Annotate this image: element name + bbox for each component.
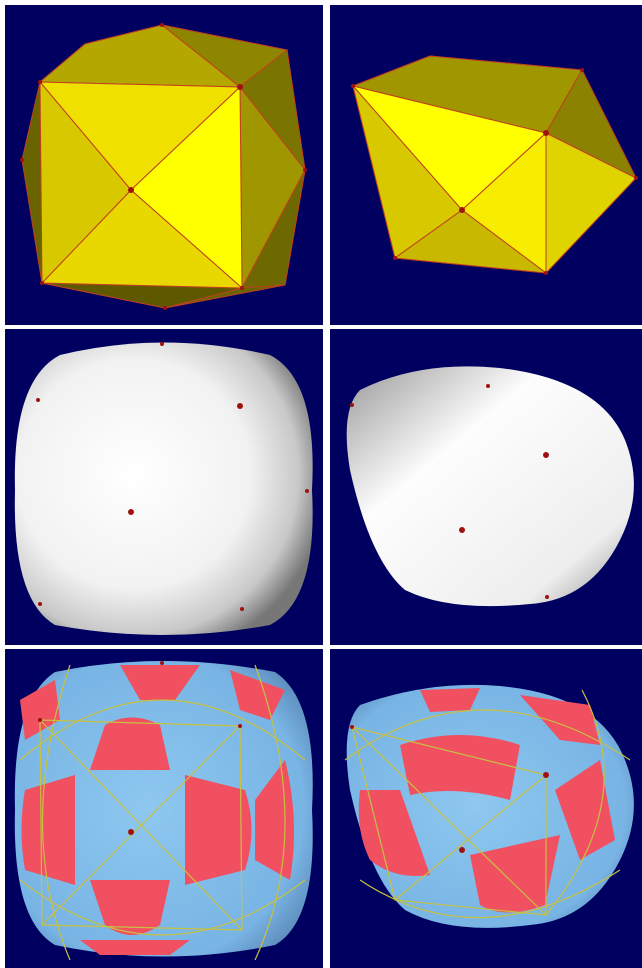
polyhedron: [21, 24, 306, 309]
polyhedron: [351, 55, 638, 275]
vertex: [20, 23, 307, 310]
patched-surface: [14, 661, 313, 961]
vertex: [350, 384, 549, 599]
smooth-surface: [14, 342, 313, 635]
vertex: [351, 68, 638, 275]
vertex: [36, 342, 309, 611]
patched-surface: [344, 684, 634, 928]
smooth-surface: [346, 366, 634, 607]
